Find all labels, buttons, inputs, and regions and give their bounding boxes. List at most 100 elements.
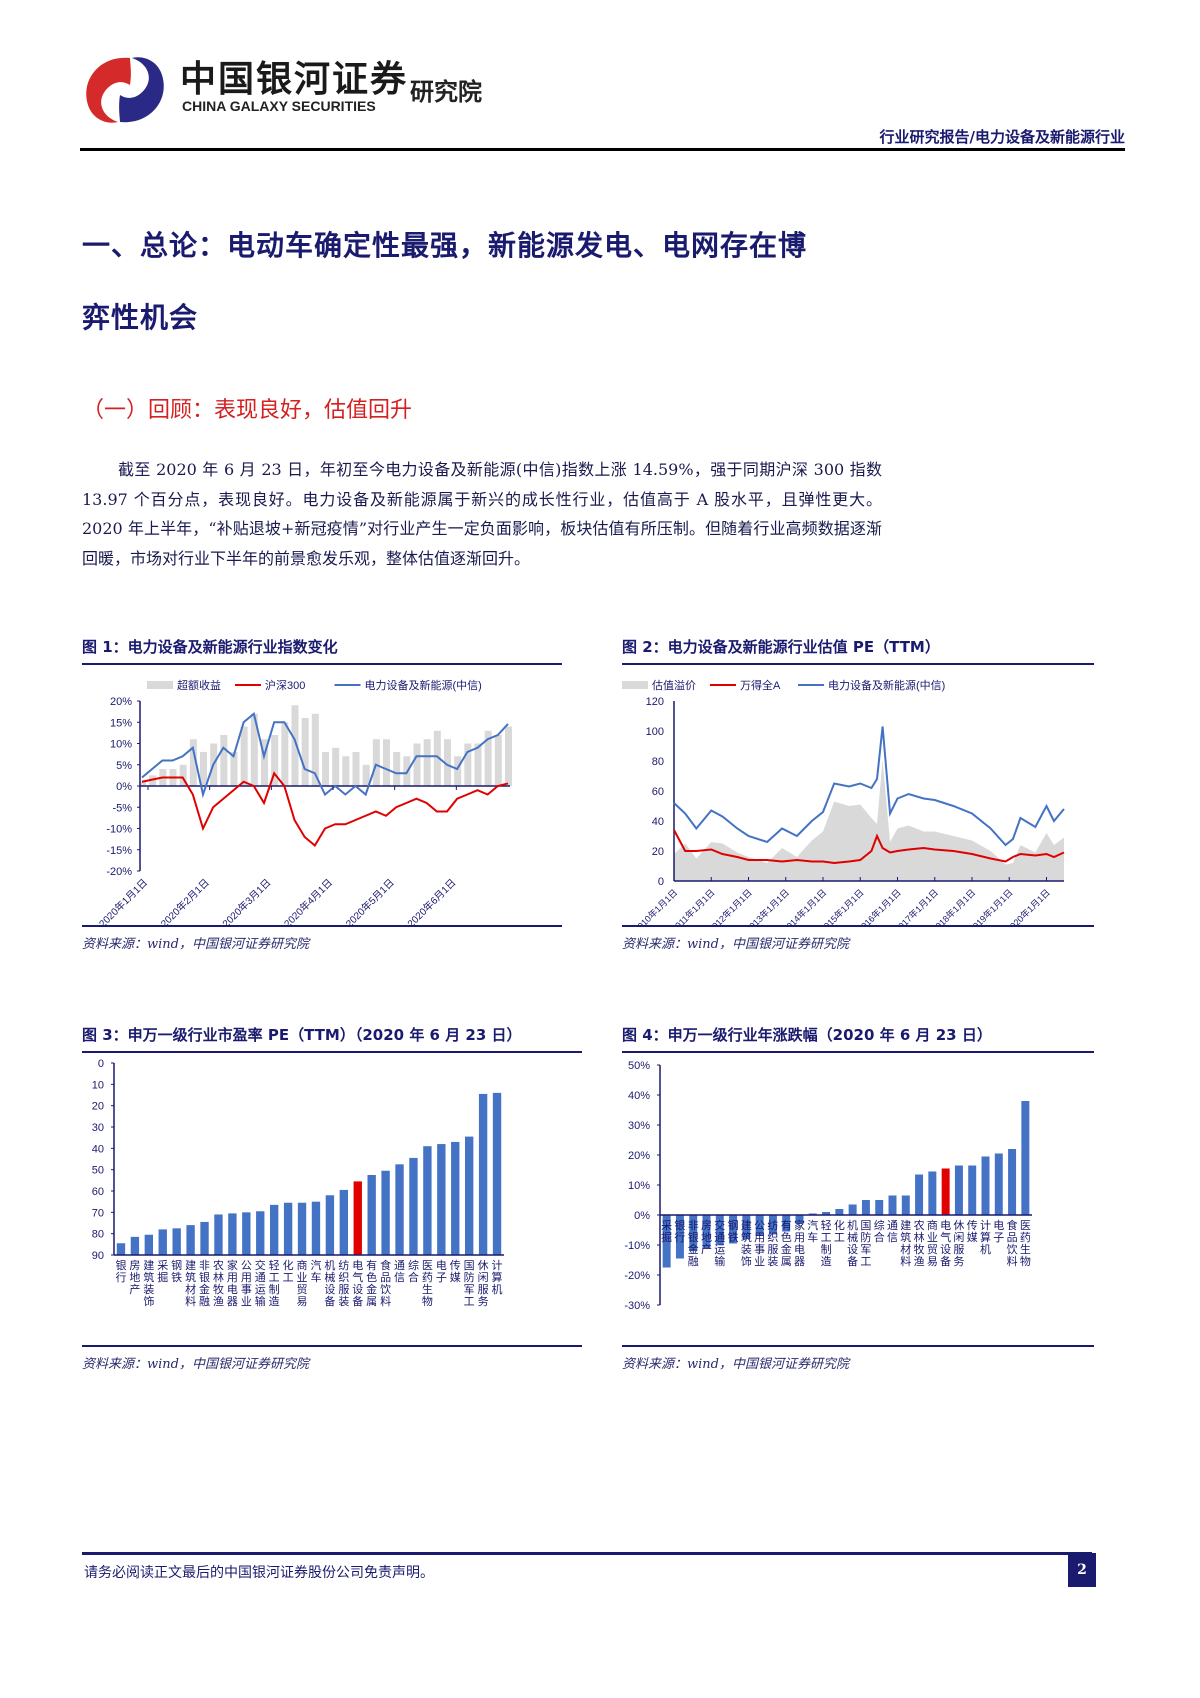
svg-text:制: 制 bbox=[269, 1283, 280, 1296]
svg-text:铁: 铁 bbox=[728, 1231, 739, 1244]
svg-text:造: 造 bbox=[821, 1254, 832, 1268]
svg-text:电力设备及新能源(中信): 电力设备及新能源(中信) bbox=[365, 678, 482, 692]
svg-text:装: 装 bbox=[338, 1295, 349, 1308]
svg-text:闲: 闲 bbox=[478, 1270, 489, 1284]
figure-3: 图 3：申万一级行业市盈率 PE（TTM）（2020 年 6 月 23 日） 0… bbox=[82, 1024, 582, 1372]
svg-text:-30%: -30% bbox=[624, 1300, 650, 1312]
svg-text:机: 机 bbox=[324, 1258, 335, 1272]
figure-1-rule bbox=[82, 663, 562, 665]
svg-text:采: 采 bbox=[157, 1259, 168, 1272]
svg-text:家: 家 bbox=[794, 1218, 805, 1232]
svg-text:纺: 纺 bbox=[767, 1218, 778, 1232]
svg-text:牧: 牧 bbox=[213, 1282, 224, 1296]
svg-text:饮: 饮 bbox=[1007, 1243, 1018, 1256]
svg-text:银: 银 bbox=[674, 1218, 685, 1232]
svg-text:织: 织 bbox=[338, 1271, 349, 1284]
svg-text:0: 0 bbox=[98, 1058, 104, 1070]
svg-text:器: 器 bbox=[227, 1295, 238, 1308]
svg-text:估值溢价: 估值溢价 bbox=[652, 678, 696, 692]
svg-text:机: 机 bbox=[980, 1242, 991, 1256]
svg-text:30: 30 bbox=[92, 1122, 104, 1134]
svg-text:综: 综 bbox=[874, 1218, 885, 1232]
svg-text:防: 防 bbox=[860, 1230, 871, 1244]
svg-text:设: 设 bbox=[847, 1243, 858, 1256]
svg-text:超额收益: 超额收益 bbox=[177, 678, 221, 692]
svg-text:休: 休 bbox=[953, 1219, 964, 1232]
figure-1-chart: 超额收益 沪深300 电力设备及新能源(中信) 20% 15% 10% 5% 0% -5% -10… bbox=[82, 665, 562, 930]
figure-2: 图 2：电力设备及新能源行业估值 PE（TTM） 估值溢价 万得全A 电力设备及新能… bbox=[622, 636, 1094, 952]
svg-text:料: 料 bbox=[1007, 1254, 1018, 1268]
svg-text:装: 装 bbox=[143, 1283, 154, 1296]
svg-text:金: 金 bbox=[781, 1242, 792, 1256]
svg-text:-10%: -10% bbox=[106, 824, 132, 836]
svg-text:通: 通 bbox=[255, 1271, 266, 1284]
svg-text:材: 材 bbox=[185, 1282, 196, 1296]
figure-1: 图 1：电力设备及新能源行业指数变化 超额收益 沪深300 电力设备及新能源(中信)… bbox=[82, 636, 562, 952]
report-type: 行业研究报告/电力设备及新能源行业 bbox=[879, 128, 1125, 146]
svg-text:0: 0 bbox=[658, 876, 664, 888]
figure-2-source: 资料来源：wind，中国银河证券研究院 bbox=[622, 937, 849, 952]
svg-text:公: 公 bbox=[754, 1220, 765, 1232]
brand-name-cn: 中国银河证券 bbox=[180, 59, 409, 100]
svg-text:建: 建 bbox=[185, 1258, 196, 1272]
svg-text:综: 综 bbox=[408, 1258, 419, 1272]
svg-text:运: 运 bbox=[255, 1283, 266, 1296]
svg-text:2020年5月1日: 2020年5月1日 bbox=[343, 876, 397, 925]
svg-text:筑: 筑 bbox=[143, 1270, 154, 1284]
figure-3-title: 图 3：申万一级行业市盈率 PE（TTM）（2020 年 6 月 23 日） bbox=[82, 1026, 522, 1044]
svg-text:汽: 汽 bbox=[310, 1258, 321, 1272]
svg-text:农: 农 bbox=[914, 1218, 925, 1232]
svg-text:40%: 40% bbox=[628, 1090, 650, 1102]
svg-text:电: 电 bbox=[940, 1219, 951, 1232]
svg-text:5%: 5% bbox=[116, 760, 132, 772]
svg-text:80: 80 bbox=[652, 756, 664, 768]
svg-text:气: 气 bbox=[352, 1270, 363, 1284]
svg-text:融: 融 bbox=[199, 1295, 210, 1308]
svg-text:易: 易 bbox=[297, 1295, 308, 1308]
svg-text:80: 80 bbox=[92, 1229, 104, 1241]
svg-text:品: 品 bbox=[380, 1271, 391, 1284]
svg-text:饰: 饰 bbox=[741, 1254, 752, 1268]
svg-text:房: 房 bbox=[129, 1259, 140, 1272]
svg-text:传: 传 bbox=[967, 1219, 978, 1232]
svg-text:交: 交 bbox=[255, 1258, 266, 1272]
figure-2-title: 图 2：电力设备及新能源行业估值 PE（TTM） bbox=[622, 638, 940, 656]
svg-text:工: 工 bbox=[283, 1272, 294, 1284]
svg-text:合: 合 bbox=[874, 1230, 885, 1244]
svg-text:饰: 饰 bbox=[143, 1294, 154, 1308]
svg-text:车: 车 bbox=[310, 1270, 321, 1284]
page-header: 中国银河证券 CHINA GALAXY SECURITIES 研究院 行业研究报… bbox=[80, 40, 1125, 151]
figure-3-rule bbox=[82, 1051, 582, 1053]
svg-text:材: 材 bbox=[900, 1242, 911, 1256]
svg-text:有: 有 bbox=[781, 1218, 792, 1232]
svg-text:-15%: -15% bbox=[106, 845, 132, 857]
svg-text:药: 药 bbox=[1020, 1231, 1031, 1244]
svg-text:建: 建 bbox=[900, 1218, 911, 1232]
svg-text:采: 采 bbox=[661, 1219, 672, 1232]
svg-text:渔: 渔 bbox=[914, 1255, 925, 1268]
svg-text:贸: 贸 bbox=[927, 1243, 938, 1256]
body-paragraph: 截至 2020 年 6 月 23 日，年初至今电力设备及新能源(中信)指数上涨 … bbox=[82, 460, 882, 568]
return-bar-chart: 50%40%30%20%10%0%-10%-20%-30%采掘银行非银金融房地产… bbox=[624, 1060, 1032, 1312]
svg-text:20: 20 bbox=[92, 1101, 104, 1113]
svg-text:合: 合 bbox=[408, 1270, 419, 1284]
figure-1-source: 资料来源：wind，中国银河证券研究院 bbox=[82, 937, 309, 952]
svg-text:-10%: -10% bbox=[624, 1240, 650, 1252]
svg-text:15%: 15% bbox=[110, 717, 132, 729]
svg-text:房: 房 bbox=[701, 1219, 712, 1232]
svg-text:制: 制 bbox=[821, 1243, 832, 1256]
svg-text:金: 金 bbox=[199, 1282, 210, 1296]
svg-text:通: 通 bbox=[714, 1231, 725, 1244]
svg-text:家: 家 bbox=[227, 1258, 238, 1272]
svg-text:食: 食 bbox=[380, 1258, 391, 1272]
svg-text:色: 色 bbox=[366, 1270, 377, 1284]
section-title-line1: 一、总论：电动车确定性最强，新能源发电、电网存在博 bbox=[82, 229, 808, 262]
svg-text:工: 工 bbox=[860, 1256, 871, 1268]
svg-text:物: 物 bbox=[1020, 1254, 1031, 1268]
svg-text:钢: 钢 bbox=[728, 1219, 739, 1232]
svg-text:易: 易 bbox=[927, 1255, 938, 1268]
svg-text:业: 业 bbox=[927, 1231, 938, 1244]
svg-text:10: 10 bbox=[92, 1079, 104, 1091]
svg-text:10%: 10% bbox=[628, 1180, 650, 1192]
svg-text:运: 运 bbox=[714, 1243, 725, 1256]
